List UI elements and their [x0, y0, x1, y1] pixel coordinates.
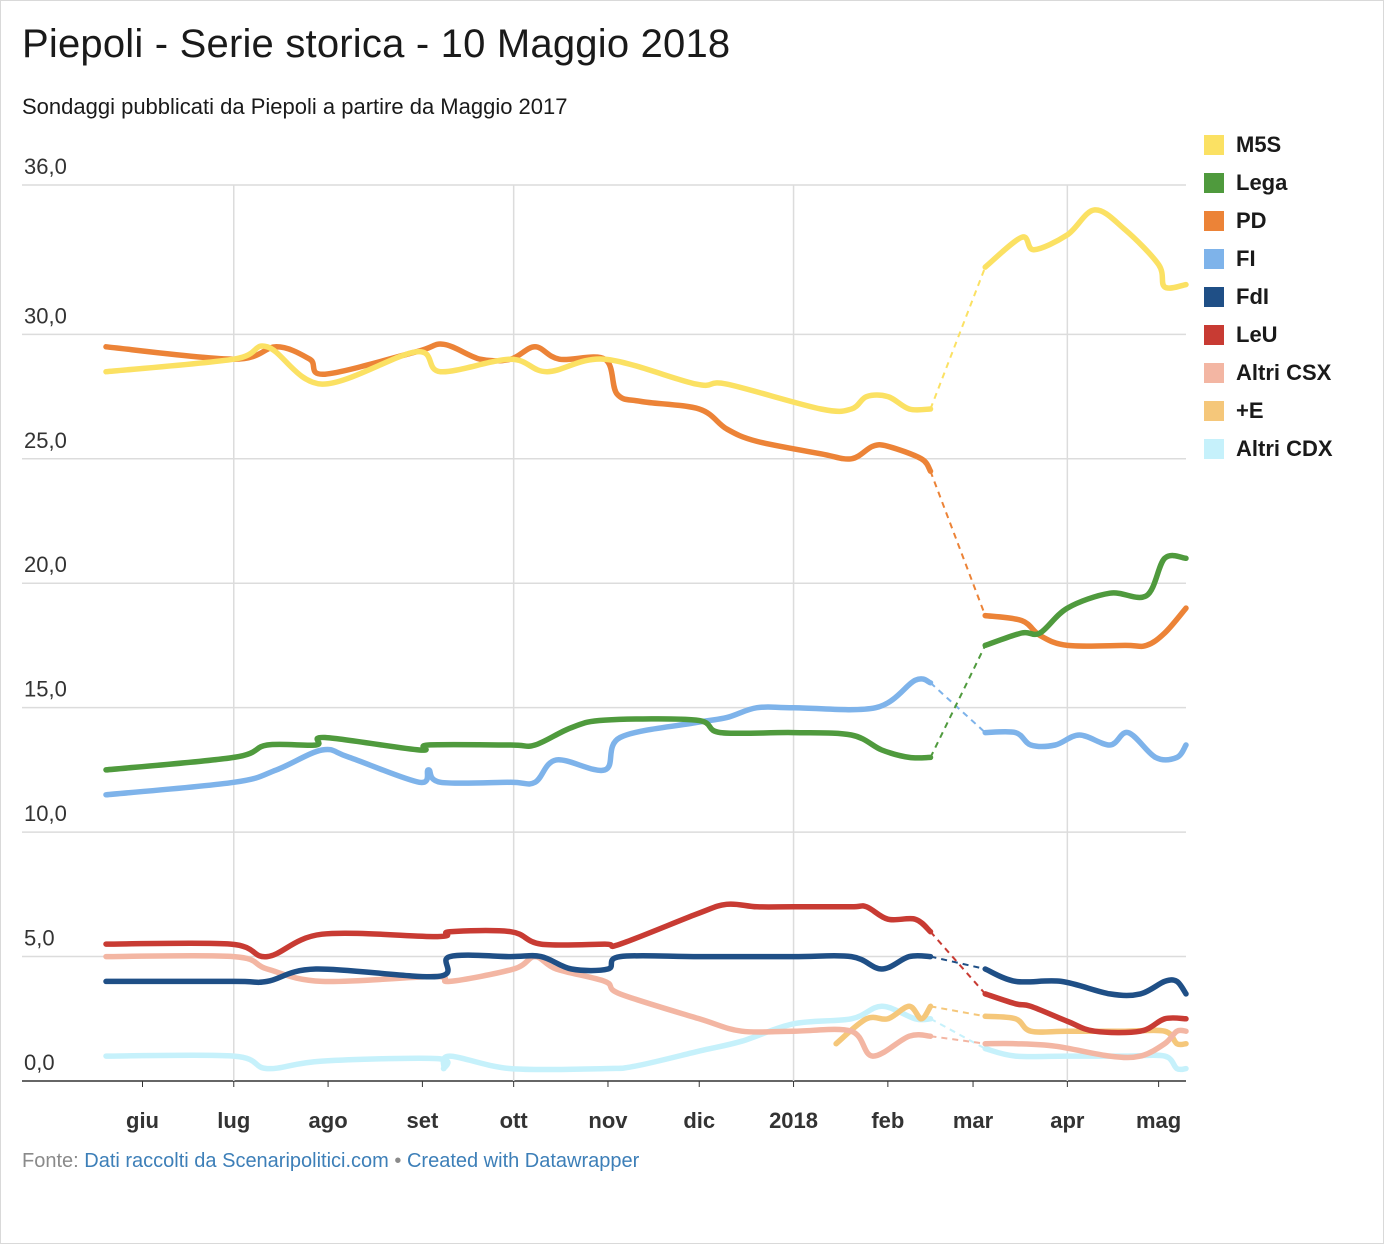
- legend-swatch: [1204, 439, 1224, 459]
- legend-item-m5s: M5S: [1204, 126, 1380, 164]
- grid-lines: [22, 184, 1186, 1082]
- x-tick-label: apr: [1050, 1108, 1085, 1133]
- legend-label: Lega: [1236, 170, 1288, 195]
- chart-subtitle: Sondaggi pubblicati da Piepoli a partire…: [22, 94, 568, 119]
- y-tick-label: 20,0: [24, 552, 67, 577]
- x-tick-label: nov: [588, 1108, 628, 1133]
- series-gap-fi: [929, 682, 986, 734]
- series-line-lega: [103, 716, 934, 773]
- legend-label: FI: [1236, 246, 1256, 271]
- legend: M5S Lega PD FI FdI LeU Altri CSX +E Altri CDX: [1204, 126, 1380, 468]
- legend-item-e: +E: [1204, 392, 1380, 430]
- legend-swatch: [1204, 249, 1224, 269]
- x-tick-label: lug: [217, 1108, 250, 1133]
- series-gap-e: [930, 1005, 986, 1018]
- y-tick-label: 25,0: [24, 428, 67, 453]
- x-tick-label: giu: [126, 1108, 159, 1133]
- series-fi: [103, 676, 1189, 798]
- series-line-e: [833, 1003, 934, 1047]
- series-line-fi: [103, 676, 934, 798]
- legend-swatch: [1204, 211, 1224, 231]
- y-tick-label: 15,0: [24, 677, 67, 702]
- series-line-fdi: [103, 952, 934, 986]
- source-note: Fonte: Dati raccolti da Scenaripolitici.…: [22, 1150, 639, 1173]
- x-tick-label: 2018: [769, 1108, 818, 1133]
- legend-label: PD: [1236, 208, 1267, 233]
- series-gap-altri-csx: [930, 1035, 986, 1045]
- series-gap-fdi: [930, 955, 986, 970]
- series-pd: [103, 341, 1189, 650]
- series-leu: [103, 901, 1189, 1036]
- source-link[interactable]: Dati raccolti da Scenaripolitici.com: [84, 1150, 389, 1172]
- legend-item-altri-csx: Altri CSX: [1204, 354, 1380, 392]
- series-gap-altri-cdx: [929, 1017, 986, 1050]
- x-tick-label: mag: [1136, 1108, 1181, 1133]
- series-gap-m5s: [929, 266, 987, 410]
- series-gap-lega: [929, 645, 987, 758]
- legend-swatch: [1204, 363, 1224, 383]
- legend-label: M5S: [1236, 132, 1282, 157]
- y-tick-label: 10,0: [24, 801, 67, 826]
- series-line-leu: [103, 901, 934, 960]
- x-axis-ticks: giu lug ago set ott nov dic 2018 feb mar apr mag: [126, 1081, 1181, 1133]
- series-altri-cdx: [103, 1003, 1189, 1073]
- legend-item-leu: LeU: [1204, 316, 1380, 354]
- legend-label: FdI: [1236, 284, 1269, 309]
- series-line-m5s: [982, 207, 1189, 291]
- legend-item-fi: FI: [1204, 240, 1380, 278]
- series-gap-leu: [929, 931, 986, 995]
- series-e: [833, 1003, 1189, 1048]
- legend-swatch: [1204, 173, 1224, 193]
- series-line-leu: [982, 991, 1189, 1036]
- chart-title: Piepoli - Serie storica - 10 Maggio 2018: [22, 22, 731, 66]
- series-lines: [103, 207, 1189, 1073]
- y-tick-label: 36,0: [24, 154, 67, 179]
- legend-label: +E: [1236, 398, 1264, 423]
- series-line-m5s: [103, 343, 934, 415]
- series-gap-pd: [929, 470, 987, 616]
- series-m5s: [103, 207, 1189, 415]
- y-tick-label: 0,0: [24, 1050, 55, 1075]
- series-lega: [103, 552, 1189, 773]
- legend-swatch: [1204, 325, 1224, 345]
- y-tick-label: 30,0: [24, 303, 67, 328]
- series-line-pd: [982, 605, 1189, 650]
- y-axis-ticks: 0,0 5,0 10,0 15,0 20,0 25,0 30,0 36,0: [24, 154, 67, 1075]
- y-tick-label: 5,0: [24, 926, 55, 951]
- series-line-altri-cdx: [103, 1003, 934, 1073]
- x-tick-label: ott: [500, 1108, 529, 1133]
- series-line-lega: [982, 552, 1189, 649]
- source-prefix: Fonte:: [22, 1150, 79, 1172]
- source-separator: •: [394, 1150, 402, 1172]
- legend-swatch: [1204, 287, 1224, 307]
- x-tick-label: ago: [309, 1108, 348, 1133]
- series-altri-csx: [103, 952, 1189, 1061]
- series-fdi: [103, 952, 1189, 999]
- legend-item-pd: PD: [1204, 202, 1380, 240]
- x-tick-label: feb: [871, 1108, 904, 1133]
- x-tick-label: set: [406, 1108, 438, 1133]
- series-line-fi: [982, 728, 1189, 763]
- legend-swatch: [1204, 401, 1224, 421]
- legend-swatch: [1204, 135, 1224, 155]
- series-line-altri-csx: [103, 952, 934, 1059]
- series-line-fdi: [982, 966, 1189, 999]
- legend-label: Altri CSX: [1236, 360, 1332, 385]
- x-tick-label: mar: [953, 1108, 994, 1133]
- legend-label: LeU: [1236, 322, 1278, 347]
- legend-item-fdi: FdI: [1204, 278, 1380, 316]
- series-line-altri-csx: [982, 1027, 1189, 1061]
- legend-item-lega: Lega: [1204, 164, 1380, 202]
- datawrapper-credit-link[interactable]: Created with Datawrapper: [406, 1150, 640, 1172]
- legend-item-altri-cdx: Altri CDX: [1204, 430, 1380, 468]
- legend-label: Altri CDX: [1236, 436, 1333, 461]
- x-tick-label: dic: [683, 1108, 715, 1133]
